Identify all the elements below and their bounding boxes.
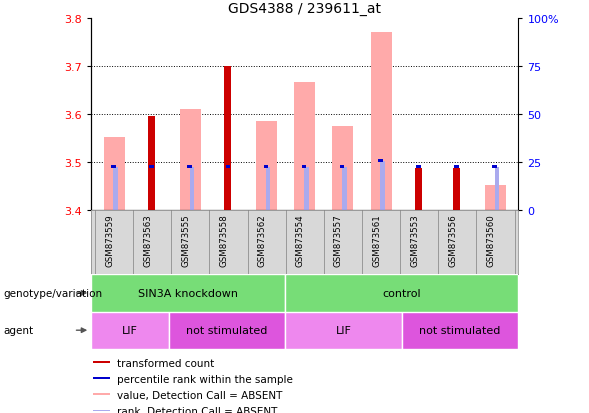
Bar	[286, 312, 402, 349]
Bar	[415, 169, 422, 211]
Text: GSM873563: GSM873563	[143, 214, 153, 266]
Bar	[190, 167, 194, 211]
Text: percentile rank within the sample: percentile rank within the sample	[117, 374, 293, 384]
Text: GSM873558: GSM873558	[220, 214, 229, 266]
Bar	[416, 166, 421, 169]
Bar	[340, 166, 345, 169]
Bar	[111, 166, 115, 169]
Bar	[187, 166, 192, 169]
Bar	[266, 167, 270, 211]
Bar	[149, 166, 154, 169]
Bar	[380, 161, 385, 211]
Text: GSM873554: GSM873554	[296, 214, 305, 266]
Title: GDS4388 / 239611_at: GDS4388 / 239611_at	[229, 2, 381, 16]
Text: not stimulated: not stimulated	[187, 325, 268, 335]
Bar	[342, 167, 347, 211]
Text: LIF: LIF	[336, 325, 352, 335]
Bar	[495, 167, 499, 211]
Text: GSM873560: GSM873560	[487, 214, 495, 266]
Bar	[169, 312, 286, 349]
Bar	[453, 169, 460, 211]
Text: LIF: LIF	[122, 325, 138, 335]
Bar	[180, 110, 201, 211]
Bar	[378, 160, 383, 163]
Bar	[92, 394, 110, 396]
Bar	[92, 377, 110, 380]
Bar	[332, 127, 353, 211]
Bar	[302, 166, 306, 169]
Text: SIN3A knockdown: SIN3A knockdown	[138, 288, 239, 298]
Bar	[402, 312, 518, 349]
Text: not stimulated: not stimulated	[419, 325, 501, 335]
Bar	[264, 166, 268, 169]
Bar	[114, 167, 118, 211]
Text: rank, Detection Call = ABSENT: rank, Detection Call = ABSENT	[117, 406, 277, 413]
Bar	[104, 137, 125, 211]
Bar	[492, 166, 497, 169]
Bar	[92, 361, 110, 363]
Text: transformed count: transformed count	[117, 358, 214, 368]
Text: GSM873561: GSM873561	[372, 214, 381, 266]
Text: value, Detection Call = ABSENT: value, Detection Call = ABSENT	[117, 390, 282, 400]
Bar	[91, 275, 286, 312]
Bar	[148, 117, 155, 211]
Text: control: control	[382, 288, 421, 298]
Bar	[485, 185, 506, 211]
Text: genotype/variation: genotype/variation	[3, 288, 102, 298]
Bar	[370, 33, 392, 211]
Bar	[304, 167, 309, 211]
Text: GSM873555: GSM873555	[181, 214, 190, 266]
Bar	[256, 121, 277, 211]
Text: agent: agent	[3, 325, 33, 335]
Text: GSM873562: GSM873562	[257, 214, 267, 266]
Bar	[286, 275, 518, 312]
Text: GSM873559: GSM873559	[105, 214, 114, 266]
Text: GSM873553: GSM873553	[410, 214, 419, 266]
Bar	[91, 312, 169, 349]
Bar	[224, 66, 231, 211]
Bar	[226, 166, 230, 169]
Text: GSM873557: GSM873557	[334, 214, 343, 266]
Text: GSM873556: GSM873556	[448, 214, 457, 266]
Bar	[92, 410, 110, 411]
Bar	[454, 166, 459, 169]
Bar	[294, 83, 315, 211]
